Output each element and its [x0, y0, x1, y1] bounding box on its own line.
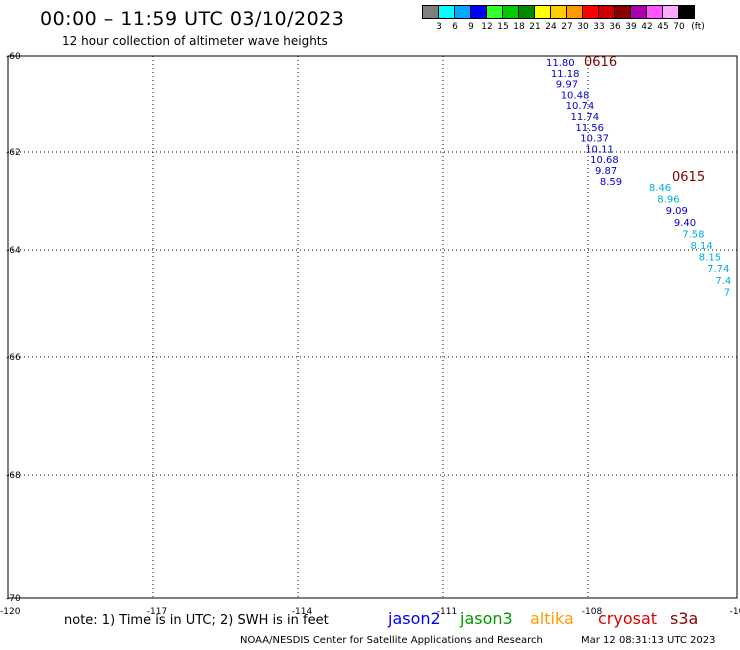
- timestamp-text: Mar 12 08:31:13 UTC 2023: [581, 635, 716, 646]
- wave-height-label: 7.4: [715, 276, 731, 287]
- colorbar-label: 36: [609, 22, 621, 32]
- y-tick-label: -64: [6, 246, 21, 256]
- wave-height-label: 10.48: [561, 90, 590, 101]
- colorbar-label: 24: [545, 22, 557, 32]
- colorbar-label: 6: [452, 22, 458, 32]
- track-label: 0615: [672, 170, 705, 185]
- x-tick-label: -108: [582, 607, 603, 617]
- wave-height-label: 8.15: [699, 253, 721, 264]
- x-tick-label: -114: [292, 607, 313, 617]
- y-tick-label: -68: [6, 471, 21, 481]
- legend-item-s3a: s3a: [670, 609, 699, 628]
- colorbar-labels: 3 6 9 12 15 18 21 24 27 30 33 36 39 42 45 70 (ft): [422, 22, 740, 34]
- wave-height-label: 11.74: [571, 112, 600, 123]
- wave-height-label: 8.59: [600, 177, 622, 188]
- wave-height-label: 10.37: [580, 134, 609, 145]
- page-subtitle: 12 hour collection of altimeter wave hei…: [62, 34, 328, 48]
- colorbar-label: 9: [468, 22, 474, 32]
- x-tick-label: -120: [0, 607, 21, 617]
- wave-height-label: 7: [724, 287, 730, 298]
- wave-height-label: 10.11: [585, 144, 614, 155]
- colorbar-swatch: [678, 5, 695, 19]
- colorbar-label: 27: [561, 22, 573, 32]
- colorbar-label: 42: [641, 22, 653, 32]
- x-tick-label: -117: [147, 607, 167, 617]
- y-tick-label: -60: [6, 52, 21, 62]
- colorbar-label: 45: [657, 22, 669, 32]
- wave-height-label: 9.97: [556, 80, 578, 91]
- wave-height-label: 7.58: [682, 229, 704, 240]
- legend-item-jason3: jason3: [460, 609, 513, 628]
- wave-height-label: 10.74: [566, 101, 595, 112]
- wave-height-label: 11.80: [546, 58, 575, 69]
- legend-item-altika: altika: [530, 609, 574, 628]
- track-label: 0616: [584, 55, 617, 70]
- colorbar-label: 21: [529, 22, 541, 32]
- wave-height-label: 10.68: [590, 155, 619, 166]
- y-tick-label: -62: [6, 148, 21, 158]
- wave-height-label: 8.46: [649, 183, 671, 194]
- wave-height-label: 9.09: [666, 206, 688, 217]
- wave-height-label: 11.56: [575, 123, 604, 134]
- colorbar-label: 70: [673, 22, 685, 32]
- colorbar-label: (ft): [691, 22, 705, 32]
- y-tick-label: -70: [6, 594, 21, 604]
- plot-frame: [7, 55, 738, 599]
- colorbar-label: 18: [513, 22, 525, 32]
- wave-height-label: 8.14: [691, 241, 713, 252]
- page-title: 00:00 – 11:59 UTC 03/10/2023: [40, 8, 345, 30]
- y-tick-label: -66: [6, 353, 21, 363]
- colorbar-label: 33: [593, 22, 605, 32]
- credit-text: NOAA/NESDIS Center for Satellite Applica…: [240, 635, 543, 646]
- wave-height-label: 7.74: [707, 264, 729, 275]
- colorbar-label: 3: [436, 22, 442, 32]
- wave-height-label: 9.40: [674, 218, 696, 229]
- wave-height-label: 11.18: [551, 69, 580, 80]
- colorbar-label: 39: [625, 22, 637, 32]
- footer-note: note: 1) Time is in UTC; 2) SWH is in fe…: [64, 613, 329, 628]
- colorbar-label: 12: [481, 22, 493, 32]
- wave-height-label: 8.96: [657, 195, 679, 206]
- colorbar-label: 15: [497, 22, 509, 32]
- legend-item-cryosat: cryosat: [598, 609, 658, 628]
- colorbar-label: 30: [577, 22, 589, 32]
- wave-height-label: 9.87: [595, 166, 617, 177]
- colorbar: [422, 5, 695, 19]
- x-tick-label: -10: [730, 607, 740, 617]
- legend-item-jason2: jason2: [388, 609, 441, 628]
- x-tick-label: -111: [437, 607, 457, 617]
